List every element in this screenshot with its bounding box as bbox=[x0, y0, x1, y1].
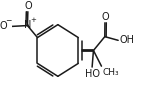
Text: O: O bbox=[25, 1, 32, 11]
Text: N: N bbox=[24, 20, 31, 30]
Text: OH: OH bbox=[119, 35, 134, 45]
Text: O: O bbox=[0, 22, 7, 31]
Text: −: − bbox=[5, 16, 11, 25]
Text: CH₃: CH₃ bbox=[102, 68, 119, 77]
Text: HO: HO bbox=[85, 69, 100, 79]
Text: +: + bbox=[31, 17, 36, 23]
Text: O: O bbox=[101, 12, 109, 22]
